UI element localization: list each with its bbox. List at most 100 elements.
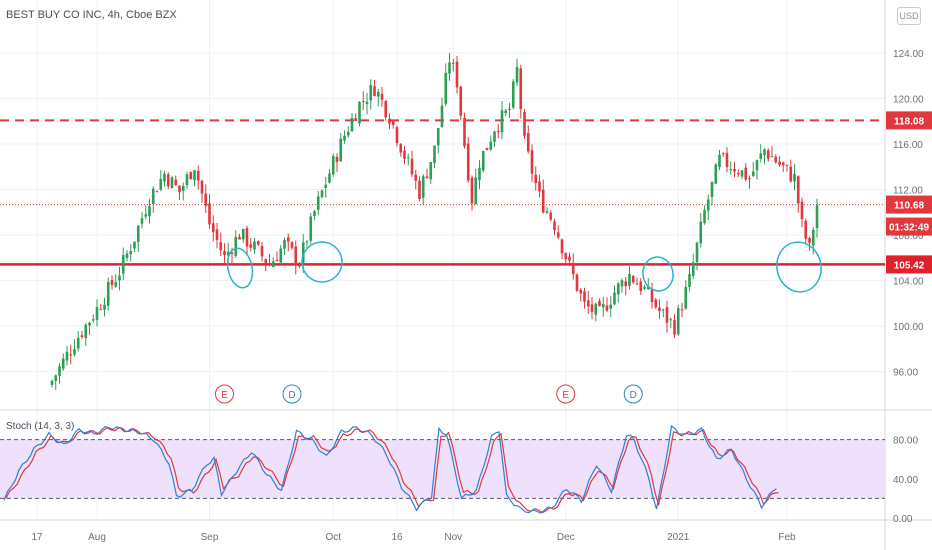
candle-body — [665, 307, 669, 323]
chart-title: BEST BUY CO INC, 4h, Cboe BZX — [6, 9, 177, 21]
candle-body — [316, 196, 320, 210]
candle-body — [268, 263, 271, 266]
candle-body — [485, 148, 489, 151]
annotation-circle — [226, 247, 254, 289]
candle-body — [474, 177, 478, 204]
stoch-tick-label: 40.00 — [893, 475, 918, 486]
candle-body — [661, 309, 665, 311]
candle-body — [290, 242, 294, 248]
candle-body — [151, 188, 155, 205]
candle-body — [245, 228, 249, 247]
candle-body — [800, 201, 804, 220]
candle-body — [354, 118, 358, 122]
candle-body — [260, 246, 264, 257]
candle-body — [125, 253, 129, 258]
candle-body — [444, 72, 448, 104]
event-marker-circle[interactable] — [215, 384, 234, 404]
candle-body — [249, 244, 253, 248]
price-tick-label: 112.00 — [893, 186, 923, 197]
candle-body — [384, 101, 388, 118]
candle-body — [369, 85, 373, 101]
candle-body — [414, 174, 418, 181]
candle-body — [590, 304, 594, 313]
candle-body — [575, 274, 579, 291]
price-tick-label: 116.00 — [893, 140, 923, 151]
event-marker-circle[interactable] — [282, 384, 302, 404]
candle-body — [73, 348, 76, 355]
stoch-d-line — [5, 427, 779, 514]
candle-body — [241, 228, 245, 240]
candle-body — [185, 174, 189, 186]
candle-body — [586, 300, 590, 307]
candle-body — [61, 358, 65, 369]
event-marker-label[interactable]: E — [562, 390, 569, 401]
time-tick-label: Feb — [778, 532, 796, 543]
candle-body — [256, 241, 260, 245]
candle-body — [208, 203, 211, 225]
stoch-tick-label: 0.00 — [893, 514, 913, 525]
candle-body — [80, 335, 84, 338]
candle-body — [391, 121, 395, 126]
event-marker-circle[interactable] — [556, 384, 576, 404]
candle-body — [373, 86, 376, 96]
candle-body — [215, 229, 219, 240]
candle-body — [808, 238, 811, 243]
candle-body — [583, 291, 586, 302]
event-marker-label[interactable]: D — [630, 390, 637, 401]
stoch-indicator-title: Stoch (14, 3, 3) — [6, 421, 75, 432]
candle-body — [331, 156, 335, 175]
candle-body — [579, 289, 583, 294]
candle-body — [170, 177, 174, 189]
candle-body — [279, 248, 283, 263]
candle-body — [451, 62, 455, 64]
candle-body — [69, 354, 73, 356]
candle-body — [568, 256, 571, 261]
price-tag-label: 105.42 — [894, 260, 925, 271]
candle-body — [815, 204, 819, 229]
candle-body — [91, 319, 95, 321]
event-marker-label[interactable]: D — [288, 390, 295, 401]
candle-body — [774, 156, 778, 163]
candle-body — [133, 241, 136, 249]
candle-body — [166, 174, 170, 187]
candle-body — [343, 135, 346, 141]
candle-body — [770, 156, 774, 158]
candle-body — [763, 149, 766, 156]
currency-button[interactable]: USD — [897, 7, 921, 25]
candle-body — [635, 283, 639, 285]
candle-body — [688, 274, 691, 287]
candle-body — [639, 281, 643, 291]
time-tick-label: 2021 — [667, 532, 690, 543]
candle-body — [219, 242, 223, 251]
candle-body — [545, 211, 549, 213]
candle-body — [193, 170, 196, 181]
price-tick-label: 124.00 — [893, 49, 924, 60]
time-tick-label: 17 — [31, 532, 43, 543]
stoch-band — [0, 439, 885, 499]
candle-body — [631, 276, 635, 283]
candle-body — [294, 246, 298, 265]
candle-body — [365, 101, 369, 105]
candle-body — [601, 303, 605, 308]
candle-body — [163, 173, 166, 182]
candle-body — [54, 375, 58, 381]
candle-body — [515, 66, 519, 83]
event-marker-label[interactable]: E — [221, 390, 228, 401]
candlestick-series — [50, 53, 819, 390]
candle-body — [493, 131, 496, 142]
candle-body — [103, 304, 106, 310]
candle-body — [148, 206, 151, 217]
candle-body — [500, 110, 504, 133]
price-axis[interactable]: 96.00 100.00 104.00 108.00 112.00 116.00 120.0… — [893, 49, 924, 525]
event-marker-circle[interactable] — [623, 384, 643, 404]
price-tick-label: 108.00 — [893, 231, 924, 242]
time-tick-label: Sep — [201, 532, 219, 543]
time-axis[interactable]: 17 Aug Sep Oct 16 Nov Dec 2021 Feb — [31, 532, 796, 543]
price-tick-label: 96.00 — [893, 368, 918, 379]
candle-body — [448, 62, 451, 74]
candle-body — [76, 337, 80, 349]
candle-body — [298, 265, 301, 267]
candle-body — [324, 184, 328, 188]
